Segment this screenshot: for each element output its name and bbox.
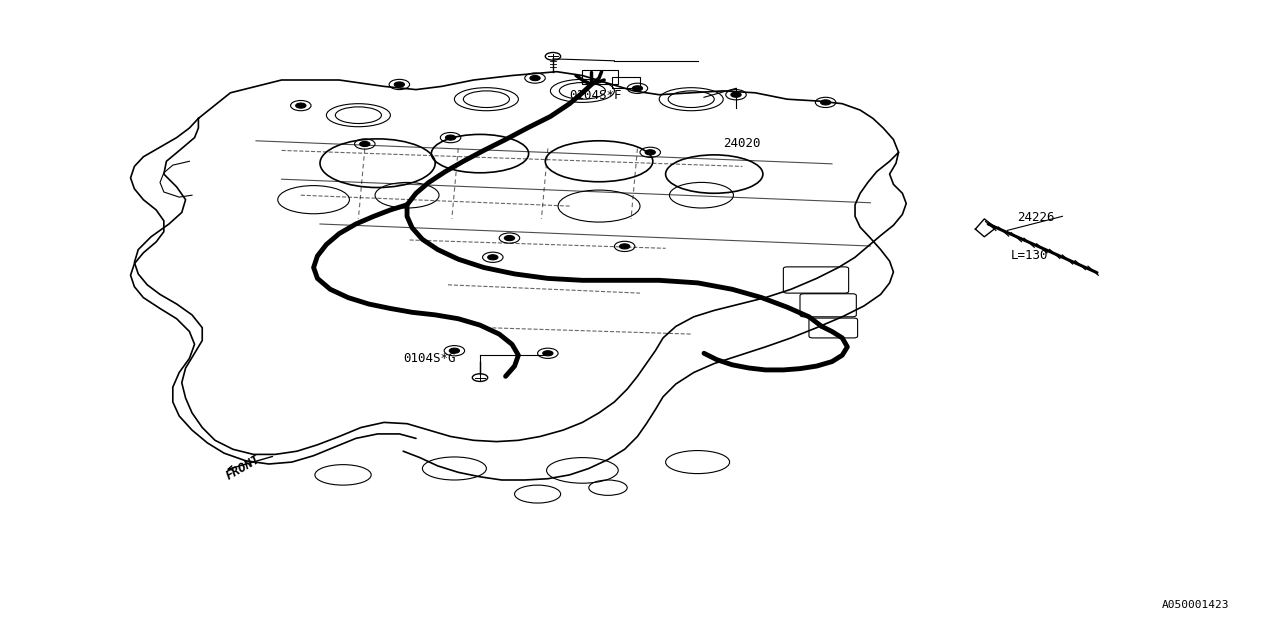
Circle shape xyxy=(530,76,540,81)
Circle shape xyxy=(620,244,630,249)
Circle shape xyxy=(488,255,498,260)
Circle shape xyxy=(296,103,306,108)
Circle shape xyxy=(820,100,831,105)
Circle shape xyxy=(394,82,404,87)
Text: L=130: L=130 xyxy=(1011,249,1048,262)
Circle shape xyxy=(449,348,460,353)
Circle shape xyxy=(645,150,655,155)
Text: 24226: 24226 xyxy=(1018,211,1055,224)
Bar xyxy=(582,70,618,84)
Bar xyxy=(612,77,640,88)
Circle shape xyxy=(504,236,515,241)
Text: A050001423: A050001423 xyxy=(1161,600,1229,610)
Text: FRONT: FRONT xyxy=(224,453,262,483)
Text: 0104S*G: 0104S*G xyxy=(403,351,456,365)
Circle shape xyxy=(360,141,370,147)
Circle shape xyxy=(543,351,553,356)
Text: 0104S*F: 0104S*F xyxy=(570,89,622,102)
Circle shape xyxy=(731,92,741,97)
Text: 24020: 24020 xyxy=(723,137,760,150)
Circle shape xyxy=(445,135,456,140)
Circle shape xyxy=(632,86,643,91)
